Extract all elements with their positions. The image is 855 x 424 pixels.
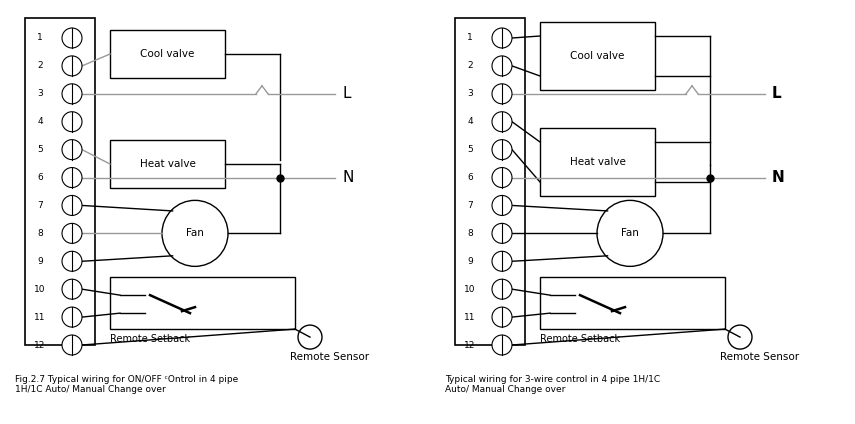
Circle shape — [492, 56, 512, 76]
Bar — [110, 277, 295, 329]
Circle shape — [492, 279, 512, 299]
Text: 12: 12 — [464, 340, 475, 349]
Text: 2: 2 — [37, 61, 43, 70]
Circle shape — [492, 223, 512, 243]
Text: 5: 5 — [37, 145, 43, 154]
Text: 9: 9 — [467, 257, 473, 266]
Circle shape — [62, 84, 82, 104]
Circle shape — [62, 112, 82, 132]
Text: Typical wiring for 3-wire control in 4 pipe 1H/1C
Auto/ Manual Change over: Typical wiring for 3-wire control in 4 p… — [445, 375, 660, 394]
Bar — [540, 22, 655, 90]
Text: 4: 4 — [37, 117, 43, 126]
Text: 10: 10 — [464, 285, 475, 294]
Bar — [110, 140, 225, 188]
Text: Remote Sensor: Remote Sensor — [290, 352, 369, 362]
Circle shape — [62, 307, 82, 327]
Bar — [455, 18, 525, 345]
Bar — [540, 128, 655, 196]
Circle shape — [62, 167, 82, 187]
Text: 9: 9 — [37, 257, 43, 266]
Text: Cool valve: Cool valve — [140, 49, 195, 59]
Circle shape — [492, 251, 512, 271]
Bar — [110, 30, 225, 78]
Text: 6: 6 — [467, 173, 473, 182]
Circle shape — [62, 223, 82, 243]
Circle shape — [62, 251, 82, 271]
Text: 11: 11 — [464, 312, 475, 321]
Circle shape — [62, 195, 82, 215]
Circle shape — [492, 195, 512, 215]
Circle shape — [492, 112, 512, 132]
Text: 1: 1 — [467, 33, 473, 42]
Text: N: N — [342, 170, 353, 185]
Circle shape — [62, 279, 82, 299]
Text: 10: 10 — [34, 285, 46, 294]
Text: 1: 1 — [37, 33, 43, 42]
Bar — [540, 277, 725, 329]
Text: L: L — [342, 86, 351, 101]
Text: Fig.2.7 Typical wiring for ON/OFF ᶜOntrol in 4 pipe
1H/1C Auto/ Manual Change ov: Fig.2.7 Typical wiring for ON/OFF ᶜOntro… — [15, 375, 239, 394]
Circle shape — [492, 307, 512, 327]
Text: 7: 7 — [467, 201, 473, 210]
Text: 12: 12 — [34, 340, 45, 349]
Text: Cool valve: Cool valve — [570, 51, 625, 61]
Circle shape — [492, 139, 512, 160]
Text: 3: 3 — [37, 89, 43, 98]
Text: N: N — [772, 170, 785, 185]
Text: 8: 8 — [467, 229, 473, 238]
Circle shape — [492, 84, 512, 104]
Text: 5: 5 — [467, 145, 473, 154]
Text: 4: 4 — [467, 117, 473, 126]
Text: 3: 3 — [467, 89, 473, 98]
Text: 7: 7 — [37, 201, 43, 210]
Circle shape — [492, 28, 512, 48]
Text: 11: 11 — [34, 312, 46, 321]
Text: Remote Setback: Remote Setback — [110, 334, 190, 344]
Circle shape — [62, 56, 82, 76]
Text: Remote Setback: Remote Setback — [540, 334, 620, 344]
Text: 8: 8 — [37, 229, 43, 238]
Bar — [25, 18, 95, 345]
Circle shape — [492, 167, 512, 187]
Circle shape — [62, 139, 82, 160]
Text: Fan: Fan — [621, 229, 639, 238]
Text: L: L — [772, 86, 781, 101]
Text: 6: 6 — [37, 173, 43, 182]
Text: 2: 2 — [467, 61, 473, 70]
Text: Heat valve: Heat valve — [139, 159, 196, 169]
Text: Heat valve: Heat valve — [569, 157, 626, 167]
Circle shape — [62, 335, 82, 355]
Text: Fan: Fan — [186, 229, 204, 238]
Text: Remote Sensor: Remote Sensor — [720, 352, 799, 362]
Circle shape — [492, 335, 512, 355]
Circle shape — [62, 28, 82, 48]
